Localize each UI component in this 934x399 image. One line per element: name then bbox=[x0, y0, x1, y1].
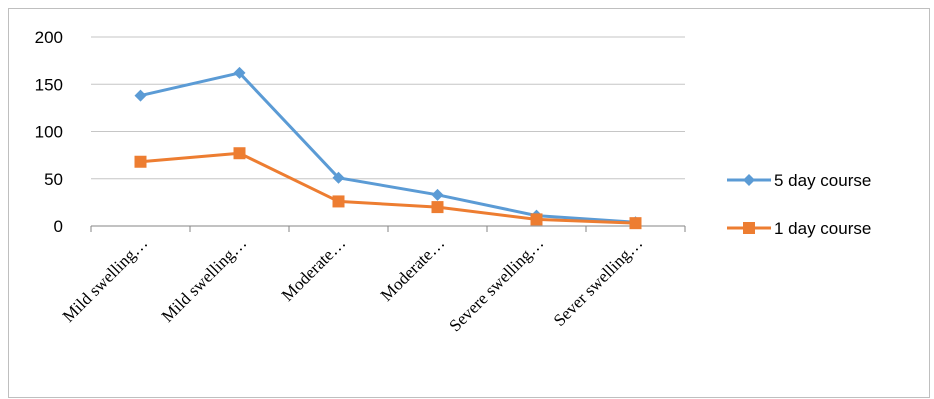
y-tick-label: 50 bbox=[44, 170, 63, 189]
x-tick-label: Mild swelling… bbox=[59, 233, 152, 326]
data-point bbox=[332, 195, 345, 208]
x-tick-label: Moderate… bbox=[377, 233, 449, 305]
x-tick-label: Mild swelling… bbox=[158, 233, 251, 326]
x-tick-label: Moderate… bbox=[278, 233, 350, 305]
series-lines bbox=[134, 66, 642, 230]
y-tick-label: 200 bbox=[35, 28, 63, 47]
y-axis-tick-labels: 0 50 100 150 200 bbox=[35, 28, 63, 236]
data-point bbox=[530, 213, 543, 226]
x-tick-label: Severe swelling… bbox=[445, 233, 547, 335]
data-point bbox=[233, 147, 246, 160]
data-point bbox=[629, 217, 642, 230]
data-point bbox=[431, 201, 444, 214]
series-line bbox=[140, 71, 636, 224]
legend-label: 1 day course bbox=[774, 219, 871, 238]
x-tick-label: Sever swelling… bbox=[550, 233, 647, 330]
legend-label: 5 day course bbox=[774, 171, 871, 190]
axes bbox=[90, 225, 686, 232]
data-point bbox=[332, 171, 345, 184]
y-tick-label: 150 bbox=[35, 75, 63, 94]
chart-frame bbox=[8, 8, 930, 398]
legend-marker bbox=[743, 174, 755, 186]
series-2 bbox=[134, 147, 642, 230]
data-point bbox=[431, 188, 444, 201]
data-point bbox=[134, 89, 147, 102]
series-line bbox=[140, 151, 636, 225]
legend-item: 5 day course bbox=[727, 171, 871, 190]
legend: 5 day course 1 day course bbox=[727, 171, 871, 238]
y-tick-label: 0 bbox=[54, 217, 63, 236]
legend-marker bbox=[743, 222, 755, 234]
data-point bbox=[134, 155, 147, 168]
y-tick-label: 100 bbox=[35, 123, 63, 142]
x-axis-tick-labels: Mild swelling… Mild swelling… Moderate… Mod… bbox=[59, 233, 647, 335]
data-point bbox=[233, 66, 246, 79]
legend-item: 1 day course bbox=[727, 219, 871, 238]
